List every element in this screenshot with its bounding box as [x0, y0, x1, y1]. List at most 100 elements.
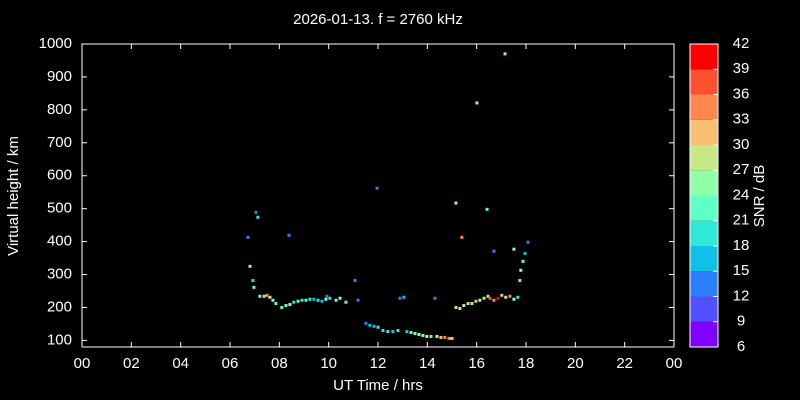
point: [458, 306, 462, 310]
point: [338, 296, 342, 300]
y-tick-label: 800: [47, 101, 72, 118]
colorbar-tick-label: 15: [733, 262, 750, 279]
point: [325, 294, 329, 298]
point: [454, 201, 458, 205]
colorbar-label: SNR / dB: [751, 165, 768, 228]
point: [421, 333, 425, 337]
colorbar-tick-label: 6: [737, 338, 745, 355]
point: [271, 298, 275, 302]
colorbar-tick-label: 27: [733, 161, 750, 178]
point: [372, 324, 376, 328]
x-tick-label: 12: [370, 355, 387, 372]
colorbar-segment: [690, 119, 718, 145]
point: [492, 298, 496, 302]
y-tick-label: 700: [47, 134, 72, 151]
colorbar-tick-label: 12: [733, 287, 750, 304]
x-axis-label: UT Time / hrs: [333, 377, 423, 394]
point: [251, 278, 255, 282]
point: [316, 298, 320, 302]
point: [413, 331, 417, 335]
point: [417, 332, 421, 336]
point: [292, 300, 296, 304]
point: [300, 298, 304, 302]
point: [254, 210, 258, 214]
point: [324, 297, 328, 301]
point: [486, 294, 490, 298]
plot-frame: [81, 43, 675, 348]
point: [274, 302, 278, 306]
colorbar-tick-label: 39: [733, 60, 750, 77]
point: [265, 293, 269, 297]
point: [470, 302, 474, 306]
y-tick-label: 500: [47, 200, 72, 217]
point: [334, 298, 338, 302]
point: [435, 334, 439, 338]
colorbar-tick-label: 18: [733, 237, 750, 254]
point: [474, 299, 478, 303]
point: [308, 297, 312, 301]
point: [519, 268, 523, 272]
colorbar-tick-label: 36: [733, 85, 750, 102]
colorbar-segment: [690, 69, 718, 95]
colorbar-segment: [690, 94, 718, 120]
point: [429, 334, 433, 338]
point: [312, 297, 316, 301]
y-tick-label: 100: [47, 331, 72, 348]
point: [409, 331, 413, 335]
point: [450, 336, 454, 340]
point: [526, 240, 530, 244]
y-tick-label: 600: [47, 167, 72, 184]
point: [368, 323, 372, 327]
point: [287, 233, 291, 237]
point: [256, 215, 260, 219]
point: [482, 296, 486, 300]
x-tick-label: 04: [172, 355, 189, 372]
colorbar-segment: [690, 271, 718, 297]
x-tick-label: 06: [222, 355, 239, 372]
point: [492, 249, 496, 253]
colorbar-tick-label: 42: [733, 35, 750, 52]
point: [454, 305, 458, 309]
point: [425, 334, 429, 338]
colorbar-tick-label: 21: [733, 212, 750, 229]
point: [443, 335, 447, 339]
point: [485, 207, 489, 211]
colorbar-segment: [690, 220, 718, 246]
colorbar-tick-label: 9: [737, 313, 745, 330]
colorbar-segment: [690, 145, 718, 171]
point: [386, 330, 390, 334]
point: [488, 296, 492, 300]
point: [466, 302, 470, 306]
x-tick-label: 00: [666, 355, 683, 372]
x-tick-label: 10: [320, 355, 337, 372]
y-tick-label: 400: [47, 233, 72, 250]
x-tick-label: 18: [518, 355, 535, 372]
point: [504, 295, 508, 299]
point: [246, 235, 250, 239]
point: [376, 325, 380, 329]
point: [364, 321, 368, 325]
point: [296, 299, 300, 303]
point: [288, 303, 292, 307]
colorbar-segment: [690, 321, 718, 347]
point: [328, 296, 332, 300]
colorbar-segment: [690, 195, 718, 221]
point: [344, 300, 348, 304]
point: [460, 235, 464, 239]
point: [402, 295, 406, 299]
point: [439, 335, 443, 339]
point: [396, 329, 400, 333]
point: [508, 294, 512, 298]
x-tick-label: 00: [74, 355, 91, 372]
point: [248, 264, 252, 268]
x-tick-label: 02: [123, 355, 140, 372]
chart-title: 2026-01-13. f = 2760 kHz: [293, 11, 463, 28]
point: [512, 247, 516, 251]
point: [462, 304, 466, 308]
x-tick-label: 22: [616, 355, 633, 372]
point: [478, 298, 482, 302]
point: [512, 297, 516, 301]
point: [258, 294, 262, 298]
